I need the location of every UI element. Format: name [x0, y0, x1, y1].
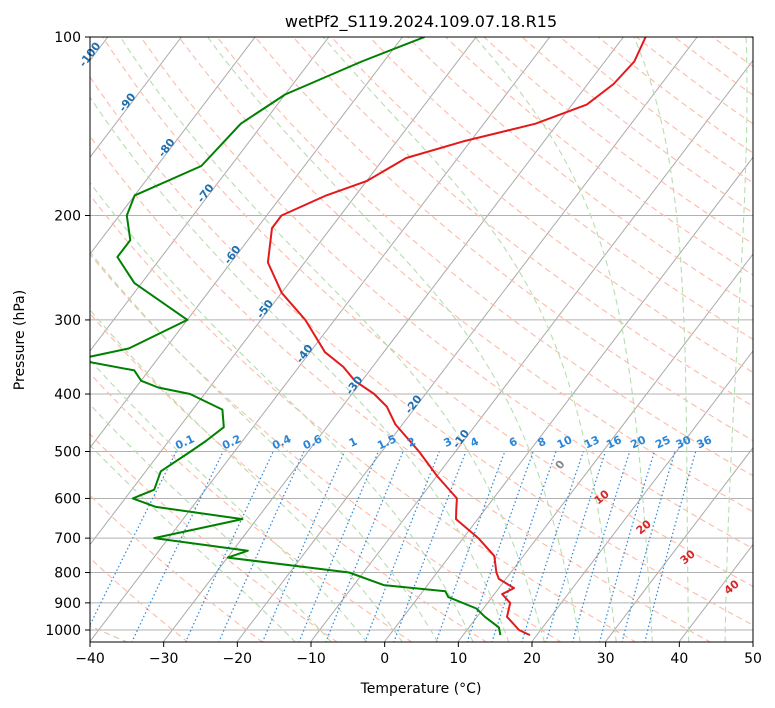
dry-adiabat-line: [216, 37, 753, 477]
mixing-ratio-line: [571, 451, 631, 642]
mixing-ratio-label: 30: [674, 433, 694, 451]
moist-adiabat-line: [207, 37, 581, 642]
y-tick-label: 600: [54, 491, 81, 507]
mixing-ratio-label: 25: [653, 433, 672, 451]
x-tick-label: 40: [670, 651, 688, 667]
dry-adiabat-line: [90, 433, 338, 642]
y-axis-title: Pressure (hPa): [12, 290, 28, 390]
mixing-ratio-line: [621, 451, 676, 642]
isotherm-line: [90, 37, 182, 159]
mixing-ratio-label: 13: [582, 433, 601, 451]
y-tick-label: 100: [54, 30, 81, 46]
dry-adiabat-line: [292, 37, 753, 407]
x-tick-label: 30: [597, 651, 615, 667]
isotherm-line: [162, 37, 624, 642]
mixing-ratio-line: [393, 451, 467, 642]
plot-frame: [89, 36, 754, 643]
x-tick-label: 10: [449, 651, 467, 667]
mixing-ratio-line: [435, 451, 506, 642]
isotherm-line: [457, 253, 753, 642]
mixing-ratio-line: [521, 451, 584, 642]
mixing-ratio-line: [491, 451, 557, 642]
x-tick-label: −40: [75, 651, 105, 667]
moist-adiabat-line: [474, 37, 653, 642]
x-tick-label: 0: [380, 651, 389, 667]
y-tick-label: 500: [54, 444, 81, 460]
y-tick-label: 900: [54, 596, 81, 612]
x-tick-label: 20: [523, 651, 541, 667]
mixing-ratio-line: [298, 451, 379, 642]
dry-adiabat-line: [90, 194, 637, 642]
dry-adiabat-line: [90, 135, 712, 642]
mixing-ratio-label: 36: [695, 433, 715, 451]
temperature-profile-line: [266, 37, 647, 637]
moist-adiabat-line: [633, 37, 690, 642]
isotherm-line: [90, 37, 477, 546]
y-tick-label: 800: [54, 566, 81, 582]
moist-adiabat-line: [90, 444, 296, 642]
mixing-ratio-line: [325, 451, 404, 642]
isotherm-line: [90, 37, 256, 255]
chart-title: wetPf2_S119.2024.109.07.18.R15: [285, 12, 557, 32]
x-axis-title: Temperature (°C): [360, 681, 482, 697]
isotherm-line: [383, 156, 753, 642]
isotherm-line: [236, 37, 698, 642]
isotherm-line: [604, 446, 753, 642]
mixing-ratio-line: [364, 451, 440, 642]
plot-series: [90, 37, 647, 637]
isotherm-line: [90, 37, 551, 642]
x-tick-label: −10: [296, 651, 326, 667]
moist-adiabat-line: [724, 37, 748, 642]
axes: −40 −30 −20 −10 0 10 20 30 40 50 100 200 300 400 500 60…: [45, 30, 762, 667]
y-tick-label: 400: [54, 387, 81, 403]
y-tick-label: 1000: [45, 623, 81, 639]
moist-adiabat-line: [90, 309, 403, 642]
mixing-ratio-label: 16: [604, 433, 624, 451]
isotherm-line: [531, 350, 753, 642]
moist-adiabat-line: [90, 359, 368, 642]
isotherm-line: [90, 37, 330, 352]
mixing-ratio-label: 10: [555, 433, 575, 451]
mixing-ratio-label: 20: [629, 433, 649, 451]
plot-grid: [90, 37, 753, 642]
dewpoint-profile-line: [90, 37, 502, 636]
moist-adiabat-line: [90, 96, 510, 642]
moist-adiabat-line: [90, 403, 332, 642]
dry-adiabat-line: [330, 37, 753, 373]
x-tick-label: −20: [223, 651, 253, 667]
dry-adiabat-line: [90, 372, 413, 642]
moist-adiabat-line: [322, 37, 617, 642]
moist-adiabat-line: [90, 181, 474, 642]
mixing-ratio-line: [90, 451, 177, 627]
mixing-ratio-line: [644, 451, 697, 642]
y-tick-label: 200: [54, 209, 81, 225]
x-tick-label: 50: [744, 651, 762, 667]
mixing-ratio-line: [466, 451, 534, 642]
y-tick-label: 300: [54, 313, 81, 329]
mixing-ratio-line: [598, 451, 655, 642]
mixing-ratio-line: [261, 451, 346, 642]
y-tick-label: 700: [54, 531, 81, 547]
isotherm-line: [90, 37, 403, 449]
mixing-ratio-line: [545, 451, 607, 642]
x-tick-label: −30: [149, 651, 179, 667]
dry-adiabat-line: [254, 37, 753, 442]
moist-adiabat-line: [119, 37, 545, 642]
dry-adiabat-line: [90, 253, 562, 642]
